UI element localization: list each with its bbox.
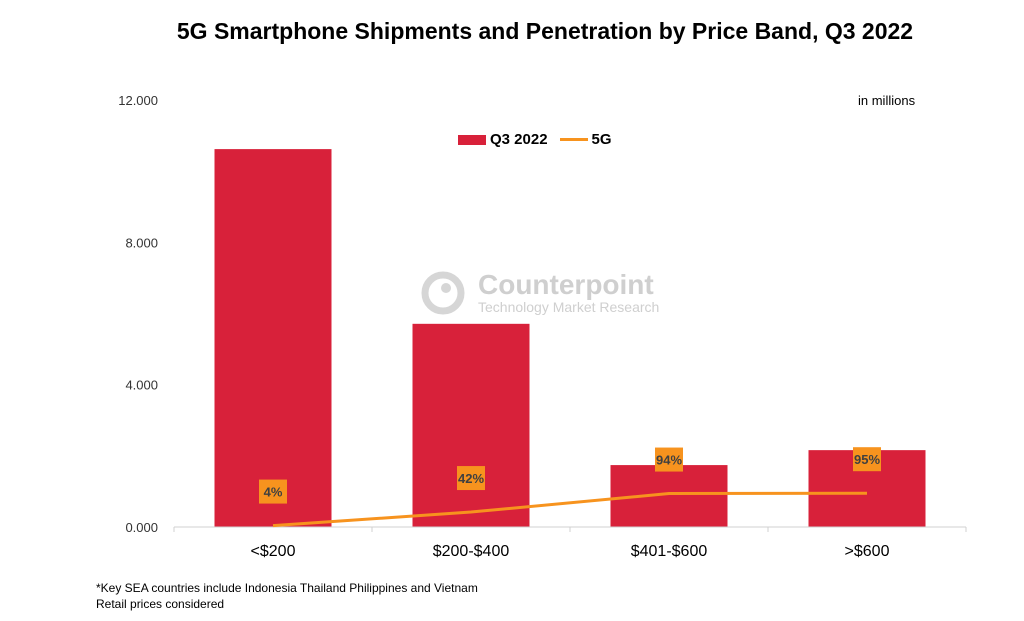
chart-title: 5G Smartphone Shipments and Penetration … (176, 18, 914, 44)
data-label-box (259, 479, 287, 504)
unit-note: in millions (858, 93, 916, 108)
legend-swatch-line (559, 138, 588, 141)
y-tick-label: 0.000 (125, 520, 158, 535)
footnote-2: Retail prices considered (96, 597, 225, 611)
data-label: 94% (656, 453, 682, 468)
data-label: 95% (854, 452, 880, 467)
y-tick-label: 12.000 (118, 93, 158, 108)
data-label-box (655, 447, 683, 472)
legend-swatch-bar (458, 134, 486, 145)
x-tick-label: $401-$600 (631, 543, 708, 560)
bar-0 (214, 149, 332, 528)
watermark-brand: Counterpoint (478, 269, 654, 300)
data-label-box (457, 466, 485, 491)
legend-label-5g: 5G (591, 131, 612, 148)
bar-1 (412, 323, 530, 527)
x-tick-label: $200-$400 (433, 543, 510, 560)
data-label: 4% (264, 485, 283, 500)
watermark: Counterpoint Technology Market Research (420, 270, 659, 316)
y-tick-label: 4.000 (125, 378, 158, 393)
footnote-1: *Key SEA countries include Indonesia Tha… (96, 581, 478, 595)
watermark-tagline: Technology Market Research (478, 299, 660, 315)
data-label: 42% (458, 471, 484, 486)
legend: Q3 2022 5G (458, 131, 612, 148)
x-tick-label: <$200 (251, 543, 296, 560)
counterpoint-logo-icon (421, 271, 465, 315)
x-tick-label: >$600 (845, 543, 890, 560)
legend-label-q3: Q3 2022 (490, 131, 548, 148)
line-5g (272, 491, 868, 528)
data-label-box (853, 447, 881, 472)
y-tick-label: 8.000 (125, 235, 158, 250)
